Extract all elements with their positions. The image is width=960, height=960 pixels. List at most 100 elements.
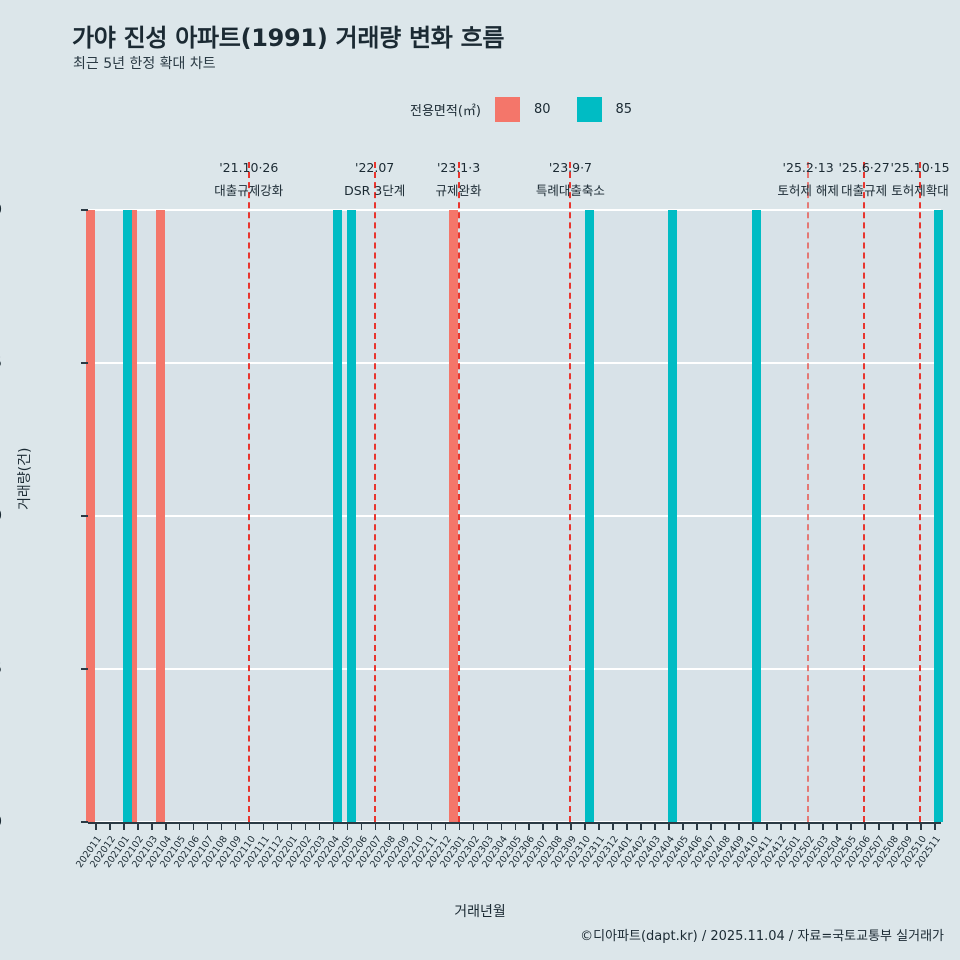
gridline: [88, 209, 941, 211]
bar-85-202101: [123, 210, 133, 822]
x-tick-mark: [248, 822, 251, 830]
legend-label-80: 80: [533, 102, 551, 117]
x-tick-mark: [668, 822, 670, 830]
x-tick-mark: [892, 822, 894, 830]
x-tick-mark: [934, 822, 936, 830]
y-tick-mark: [81, 821, 88, 823]
bar-85-202404: [668, 210, 678, 822]
x-tick-mark: [458, 822, 461, 830]
x-tick-mark: [332, 822, 335, 830]
event-text: 대출규제: [841, 183, 888, 198]
x-tick-mark: [654, 822, 656, 830]
bar-85-202410: [752, 210, 762, 822]
y-tick-label: 1.00: [0, 202, 2, 218]
gridline: [88, 668, 941, 670]
x-tick-mark: [794, 822, 796, 830]
x-tick-mark: [598, 822, 600, 830]
event-date: '23.9·7: [548, 160, 593, 175]
event-date: '25.10·15: [890, 160, 950, 175]
x-tick-mark: [318, 822, 321, 830]
x-tick-mark: [416, 822, 419, 830]
x-tick-mark: [122, 822, 125, 830]
event-line-202510: [919, 162, 922, 822]
x-tick-mark: [360, 822, 363, 830]
x-tick-mark: [542, 822, 545, 830]
event-text: 특례대출축소: [535, 183, 605, 198]
gridline: [88, 515, 941, 517]
x-tick-mark: [430, 822, 433, 830]
y-tick-label: 0.00: [0, 814, 2, 830]
x-tick-mark: [836, 822, 838, 830]
bar-80-202301: [449, 210, 459, 822]
x-tick-mark: [192, 822, 195, 830]
event-line-202301: [457, 162, 460, 822]
bar-80-202011: [85, 210, 95, 822]
event-text: 대출규제강화: [214, 183, 284, 198]
event-text: DSR 3단계: [344, 183, 406, 198]
event-date: '25.6·27: [838, 160, 890, 175]
bar-85-202205: [346, 210, 356, 822]
y-tick-label: 0.75: [0, 355, 2, 371]
x-axis-title: 거래년월: [454, 904, 506, 920]
x-tick-mark: [108, 822, 111, 830]
bar-80-202104: [155, 210, 165, 822]
x-tick-mark: [556, 822, 559, 830]
x-tick-mark: [584, 822, 586, 830]
legend-title: 전용면적(㎡): [410, 104, 481, 119]
x-tick-mark: [164, 822, 167, 830]
x-tick-mark: [276, 822, 279, 830]
x-tick-mark: [486, 822, 489, 830]
y-tick-mark: [81, 668, 88, 670]
x-tick-mark: [94, 822, 97, 830]
event-label-202510: '25.10·15 토허제확대: [890, 160, 949, 199]
page-subtitle: 최근 5년 한정 확대 차트: [73, 56, 216, 72]
x-tick-mark: [234, 822, 237, 830]
x-tick-mark: [780, 822, 782, 830]
y-tick-label: 0.25: [0, 661, 2, 677]
chart-legend: 전용면적(㎡) 80 85: [410, 97, 632, 122]
plot-area: [85, 162, 944, 823]
x-tick-mark: [402, 822, 405, 830]
event-line-202309: [569, 162, 572, 822]
x-tick-mark: [472, 822, 475, 830]
x-tick-mark: [766, 822, 768, 830]
event-date: '21.10·26: [219, 160, 279, 175]
x-tick-mark: [850, 822, 852, 830]
x-tick-mark: [724, 822, 726, 830]
x-tick-mark: [150, 822, 153, 830]
event-label-202207: '22.07 DSR 3단계: [344, 160, 405, 199]
event-date: '25.2·13: [782, 160, 834, 175]
x-tick-mark: [262, 822, 265, 830]
x-tick-mark: [864, 822, 866, 830]
event-text: 토허제확대: [891, 183, 949, 198]
x-tick-mark: [710, 822, 712, 830]
x-tick-mark: [304, 822, 307, 830]
y-tick-mark: [81, 515, 88, 517]
bar-85-202511: [934, 210, 944, 822]
y-tick-mark: [81, 362, 88, 364]
x-tick-mark: [206, 822, 209, 830]
bar-85-202310: [584, 210, 594, 822]
x-tick-mark: [808, 822, 810, 830]
x-tick-mark: [626, 822, 628, 830]
event-label-202502: '25.2·13 토허제 해제: [777, 160, 838, 199]
event-line-202502: [807, 162, 810, 822]
x-tick-mark: [696, 822, 698, 830]
footer-credit: ©디아파트(dapt.kr) / 2025.11.04 / 자료=국토교통부 실…: [580, 929, 944, 944]
page-title: 가야 진성 아파트(1991) 거래량 변화 흐름: [72, 24, 505, 52]
x-tick-mark: [822, 822, 824, 830]
x-tick-mark: [388, 822, 391, 830]
x-tick-mark: [738, 822, 740, 830]
x-tick-mark: [682, 822, 684, 830]
bar-80-202102: [127, 210, 137, 822]
event-date: '22.07: [355, 160, 395, 175]
x-tick-mark: [752, 822, 754, 830]
x-tick-mark: [878, 822, 880, 830]
event-label-202506: '25.6·27 대출규제: [839, 160, 890, 199]
legend-swatch-85: [576, 97, 602, 122]
event-text: 토허제 해제: [777, 183, 839, 198]
x-tick-mark: [528, 822, 531, 830]
x-tick-mark: [136, 822, 139, 830]
y-tick-label: 0.50: [0, 508, 2, 524]
